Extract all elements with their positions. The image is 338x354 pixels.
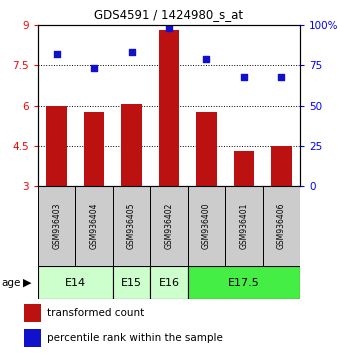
Bar xyxy=(113,266,150,299)
Text: E14: E14 xyxy=(65,278,86,287)
Bar xyxy=(75,186,113,266)
Text: transformed count: transformed count xyxy=(47,308,145,318)
Text: GSM936402: GSM936402 xyxy=(165,203,173,249)
Point xyxy=(129,50,134,55)
Bar xyxy=(188,266,300,299)
Bar xyxy=(38,186,75,266)
Text: age: age xyxy=(2,278,21,287)
Bar xyxy=(271,146,292,186)
Bar xyxy=(225,186,263,266)
Text: E15: E15 xyxy=(121,278,142,287)
Bar xyxy=(38,266,113,299)
Bar xyxy=(150,266,188,299)
Point xyxy=(279,74,284,79)
Text: GSM936406: GSM936406 xyxy=(277,203,286,249)
Text: E16: E16 xyxy=(159,278,179,287)
Text: GSM936403: GSM936403 xyxy=(52,203,61,249)
Text: GSM936405: GSM936405 xyxy=(127,203,136,249)
Bar xyxy=(234,151,254,186)
Bar xyxy=(150,186,188,266)
Bar xyxy=(24,304,41,321)
Point xyxy=(241,74,246,79)
Bar xyxy=(121,104,142,186)
Bar xyxy=(46,105,67,186)
Bar xyxy=(113,186,150,266)
Point xyxy=(204,56,209,62)
Text: GSM936404: GSM936404 xyxy=(90,203,99,249)
Bar xyxy=(196,112,217,186)
Text: GSM936400: GSM936400 xyxy=(202,203,211,249)
Bar xyxy=(159,30,179,186)
Bar xyxy=(24,329,41,347)
Text: GDS4591 / 1424980_s_at: GDS4591 / 1424980_s_at xyxy=(94,8,244,21)
Text: E17.5: E17.5 xyxy=(228,278,260,287)
Text: percentile rank within the sample: percentile rank within the sample xyxy=(47,333,223,343)
Point xyxy=(92,65,97,71)
Text: GSM936401: GSM936401 xyxy=(239,203,248,249)
Text: ▶: ▶ xyxy=(23,278,31,287)
Point xyxy=(166,25,172,31)
Bar xyxy=(188,186,225,266)
Point xyxy=(54,51,59,57)
Bar xyxy=(263,186,300,266)
Bar xyxy=(84,112,104,186)
